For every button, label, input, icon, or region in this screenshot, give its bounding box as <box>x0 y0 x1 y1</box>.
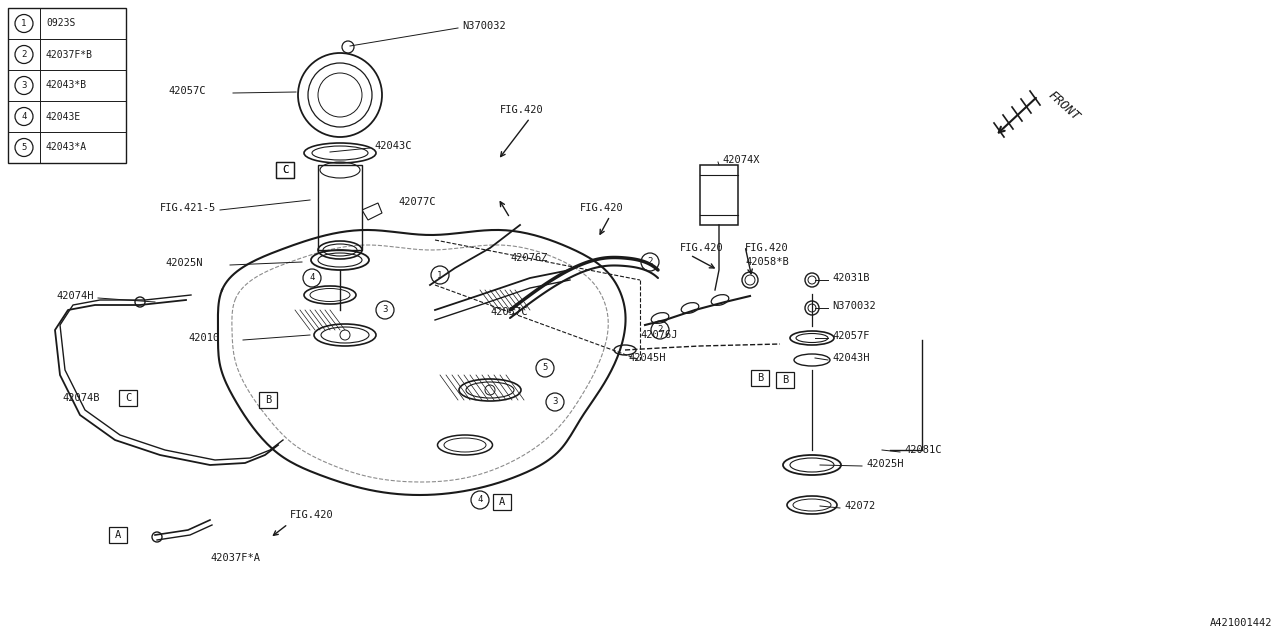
Text: 42025N: 42025N <box>165 258 202 268</box>
Text: 0923S: 0923S <box>46 19 76 29</box>
Text: 42045H: 42045H <box>628 353 666 363</box>
Text: 42037F*A: 42037F*A <box>210 553 260 563</box>
Text: N370032: N370032 <box>462 21 506 31</box>
Text: 42074B: 42074B <box>61 393 100 403</box>
Text: B: B <box>756 373 763 383</box>
Text: 42081C: 42081C <box>904 445 942 455</box>
Text: 42074H: 42074H <box>56 291 93 301</box>
Text: FIG.420: FIG.420 <box>745 243 788 253</box>
Text: A421001442: A421001442 <box>1210 618 1272 628</box>
Text: 4: 4 <box>22 112 27 121</box>
Text: 42037F*B: 42037F*B <box>46 49 93 60</box>
Text: 42010: 42010 <box>188 333 219 343</box>
Text: 42043C: 42043C <box>374 141 411 151</box>
Text: N370032: N370032 <box>832 301 876 311</box>
Text: A: A <box>115 530 122 540</box>
Text: 2: 2 <box>22 50 27 59</box>
Text: FIG.420: FIG.420 <box>291 510 334 520</box>
Bar <box>109 527 127 543</box>
Bar <box>700 165 739 225</box>
Text: 42058*B: 42058*B <box>745 257 788 267</box>
Bar <box>8 8 125 163</box>
Text: 42043E: 42043E <box>46 111 81 122</box>
Text: 42074X: 42074X <box>722 155 759 165</box>
Bar <box>317 165 362 250</box>
Bar <box>751 370 769 386</box>
Text: B: B <box>265 395 271 405</box>
Text: 42037C: 42037C <box>490 307 527 317</box>
Text: 42057C: 42057C <box>168 86 206 96</box>
Text: 5: 5 <box>543 364 548 372</box>
Text: 2: 2 <box>648 257 653 266</box>
Text: 42025H: 42025H <box>867 459 904 469</box>
Text: A: A <box>499 497 506 507</box>
Text: 42043*A: 42043*A <box>46 143 87 152</box>
Text: C: C <box>282 165 288 175</box>
Text: 42072: 42072 <box>844 501 876 511</box>
Polygon shape <box>362 203 381 220</box>
Text: FIG.420: FIG.420 <box>680 243 723 253</box>
Text: 1: 1 <box>22 19 27 28</box>
Text: 42057F: 42057F <box>832 331 869 341</box>
Text: 42077C: 42077C <box>398 197 435 207</box>
Text: C: C <box>125 393 131 403</box>
Text: 1: 1 <box>438 271 443 280</box>
Text: 3: 3 <box>552 397 558 406</box>
Text: 3: 3 <box>383 305 388 314</box>
Text: FRONT: FRONT <box>1044 88 1082 124</box>
Text: FIG.420: FIG.420 <box>500 105 544 115</box>
Text: 42043H: 42043H <box>832 353 869 363</box>
Text: C: C <box>282 165 288 175</box>
Bar <box>776 372 794 388</box>
Bar <box>276 162 294 178</box>
Bar <box>119 390 137 406</box>
Bar <box>276 162 294 178</box>
Text: FIG.421-5: FIG.421-5 <box>160 203 216 213</box>
Text: 42031B: 42031B <box>832 273 869 283</box>
Bar <box>259 392 276 408</box>
Text: 2: 2 <box>658 326 663 335</box>
Text: 4: 4 <box>477 495 483 504</box>
Bar <box>493 494 511 510</box>
Text: FIG.420: FIG.420 <box>580 203 623 213</box>
Text: 42076Z: 42076Z <box>509 253 548 263</box>
Text: 42076J: 42076J <box>640 330 677 340</box>
Text: 3: 3 <box>22 81 27 90</box>
Text: 4: 4 <box>310 273 315 282</box>
Text: B: B <box>782 375 788 385</box>
Text: 5: 5 <box>22 143 27 152</box>
Text: 42043*B: 42043*B <box>46 81 87 90</box>
